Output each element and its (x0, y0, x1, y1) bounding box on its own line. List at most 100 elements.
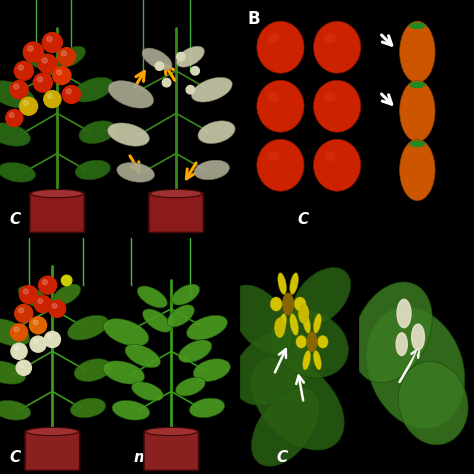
Ellipse shape (194, 160, 229, 180)
Circle shape (23, 100, 28, 106)
Ellipse shape (0, 361, 26, 384)
Ellipse shape (296, 336, 307, 348)
Ellipse shape (0, 401, 31, 420)
Ellipse shape (267, 151, 279, 161)
Circle shape (57, 48, 76, 65)
Ellipse shape (232, 330, 315, 405)
Circle shape (44, 91, 61, 108)
Ellipse shape (108, 81, 154, 108)
Circle shape (19, 97, 37, 115)
Circle shape (162, 78, 171, 87)
Ellipse shape (324, 92, 336, 102)
Ellipse shape (0, 81, 35, 108)
Text: m-3: m-3 (133, 450, 166, 465)
Circle shape (11, 343, 27, 359)
Circle shape (10, 81, 28, 99)
Circle shape (38, 55, 57, 73)
Circle shape (42, 33, 63, 53)
Text: C: C (276, 450, 287, 465)
FancyBboxPatch shape (149, 192, 203, 233)
Circle shape (14, 346, 19, 351)
Circle shape (275, 318, 284, 337)
Ellipse shape (267, 33, 279, 43)
Ellipse shape (251, 356, 344, 450)
Ellipse shape (230, 285, 293, 356)
Circle shape (38, 276, 56, 294)
Ellipse shape (73, 77, 113, 102)
Circle shape (18, 65, 24, 70)
Circle shape (48, 300, 66, 317)
Circle shape (14, 84, 19, 89)
Circle shape (299, 304, 309, 323)
Ellipse shape (53, 284, 81, 305)
Circle shape (30, 336, 46, 352)
Ellipse shape (175, 377, 205, 396)
Ellipse shape (0, 123, 30, 146)
Circle shape (19, 286, 37, 303)
Circle shape (396, 333, 407, 356)
FancyBboxPatch shape (30, 192, 84, 233)
Ellipse shape (103, 319, 149, 346)
Ellipse shape (313, 139, 361, 191)
Ellipse shape (23, 48, 53, 70)
Circle shape (9, 113, 14, 118)
Ellipse shape (193, 359, 230, 382)
Ellipse shape (313, 80, 361, 132)
Circle shape (307, 332, 317, 351)
Ellipse shape (172, 284, 200, 305)
Ellipse shape (290, 273, 299, 294)
Ellipse shape (257, 80, 304, 132)
Circle shape (61, 51, 66, 56)
Circle shape (19, 363, 24, 367)
Ellipse shape (303, 314, 310, 333)
Circle shape (27, 46, 33, 51)
Circle shape (411, 324, 424, 350)
Ellipse shape (324, 151, 336, 161)
Ellipse shape (198, 121, 235, 144)
Circle shape (6, 109, 23, 127)
Ellipse shape (57, 46, 85, 67)
Circle shape (29, 317, 46, 334)
Ellipse shape (292, 268, 351, 326)
Ellipse shape (278, 314, 286, 335)
Ellipse shape (143, 309, 172, 332)
Ellipse shape (271, 310, 348, 378)
Circle shape (186, 85, 195, 94)
Ellipse shape (278, 273, 286, 294)
Ellipse shape (191, 77, 232, 102)
Text: C: C (9, 450, 21, 465)
Circle shape (18, 308, 24, 313)
Circle shape (38, 299, 43, 303)
Ellipse shape (313, 350, 321, 370)
Circle shape (10, 324, 27, 341)
Ellipse shape (74, 359, 111, 382)
Ellipse shape (176, 46, 204, 67)
Ellipse shape (290, 314, 299, 335)
Ellipse shape (103, 361, 145, 384)
Circle shape (63, 85, 81, 103)
Circle shape (33, 320, 38, 325)
Ellipse shape (353, 282, 432, 383)
Ellipse shape (112, 401, 150, 420)
Circle shape (52, 303, 57, 308)
Circle shape (47, 94, 52, 99)
Ellipse shape (410, 22, 425, 29)
Ellipse shape (167, 305, 194, 327)
Ellipse shape (270, 297, 282, 311)
Ellipse shape (400, 21, 435, 82)
Text: B: B (247, 9, 260, 27)
Ellipse shape (0, 319, 30, 346)
Ellipse shape (125, 344, 161, 368)
Circle shape (15, 304, 33, 322)
Ellipse shape (137, 286, 167, 308)
Ellipse shape (313, 21, 361, 73)
FancyBboxPatch shape (144, 430, 199, 471)
Ellipse shape (410, 140, 425, 147)
Circle shape (34, 296, 51, 312)
Ellipse shape (400, 80, 435, 142)
Ellipse shape (410, 82, 425, 88)
Ellipse shape (70, 398, 106, 418)
Ellipse shape (31, 190, 83, 198)
Circle shape (14, 327, 19, 332)
Circle shape (33, 339, 38, 344)
